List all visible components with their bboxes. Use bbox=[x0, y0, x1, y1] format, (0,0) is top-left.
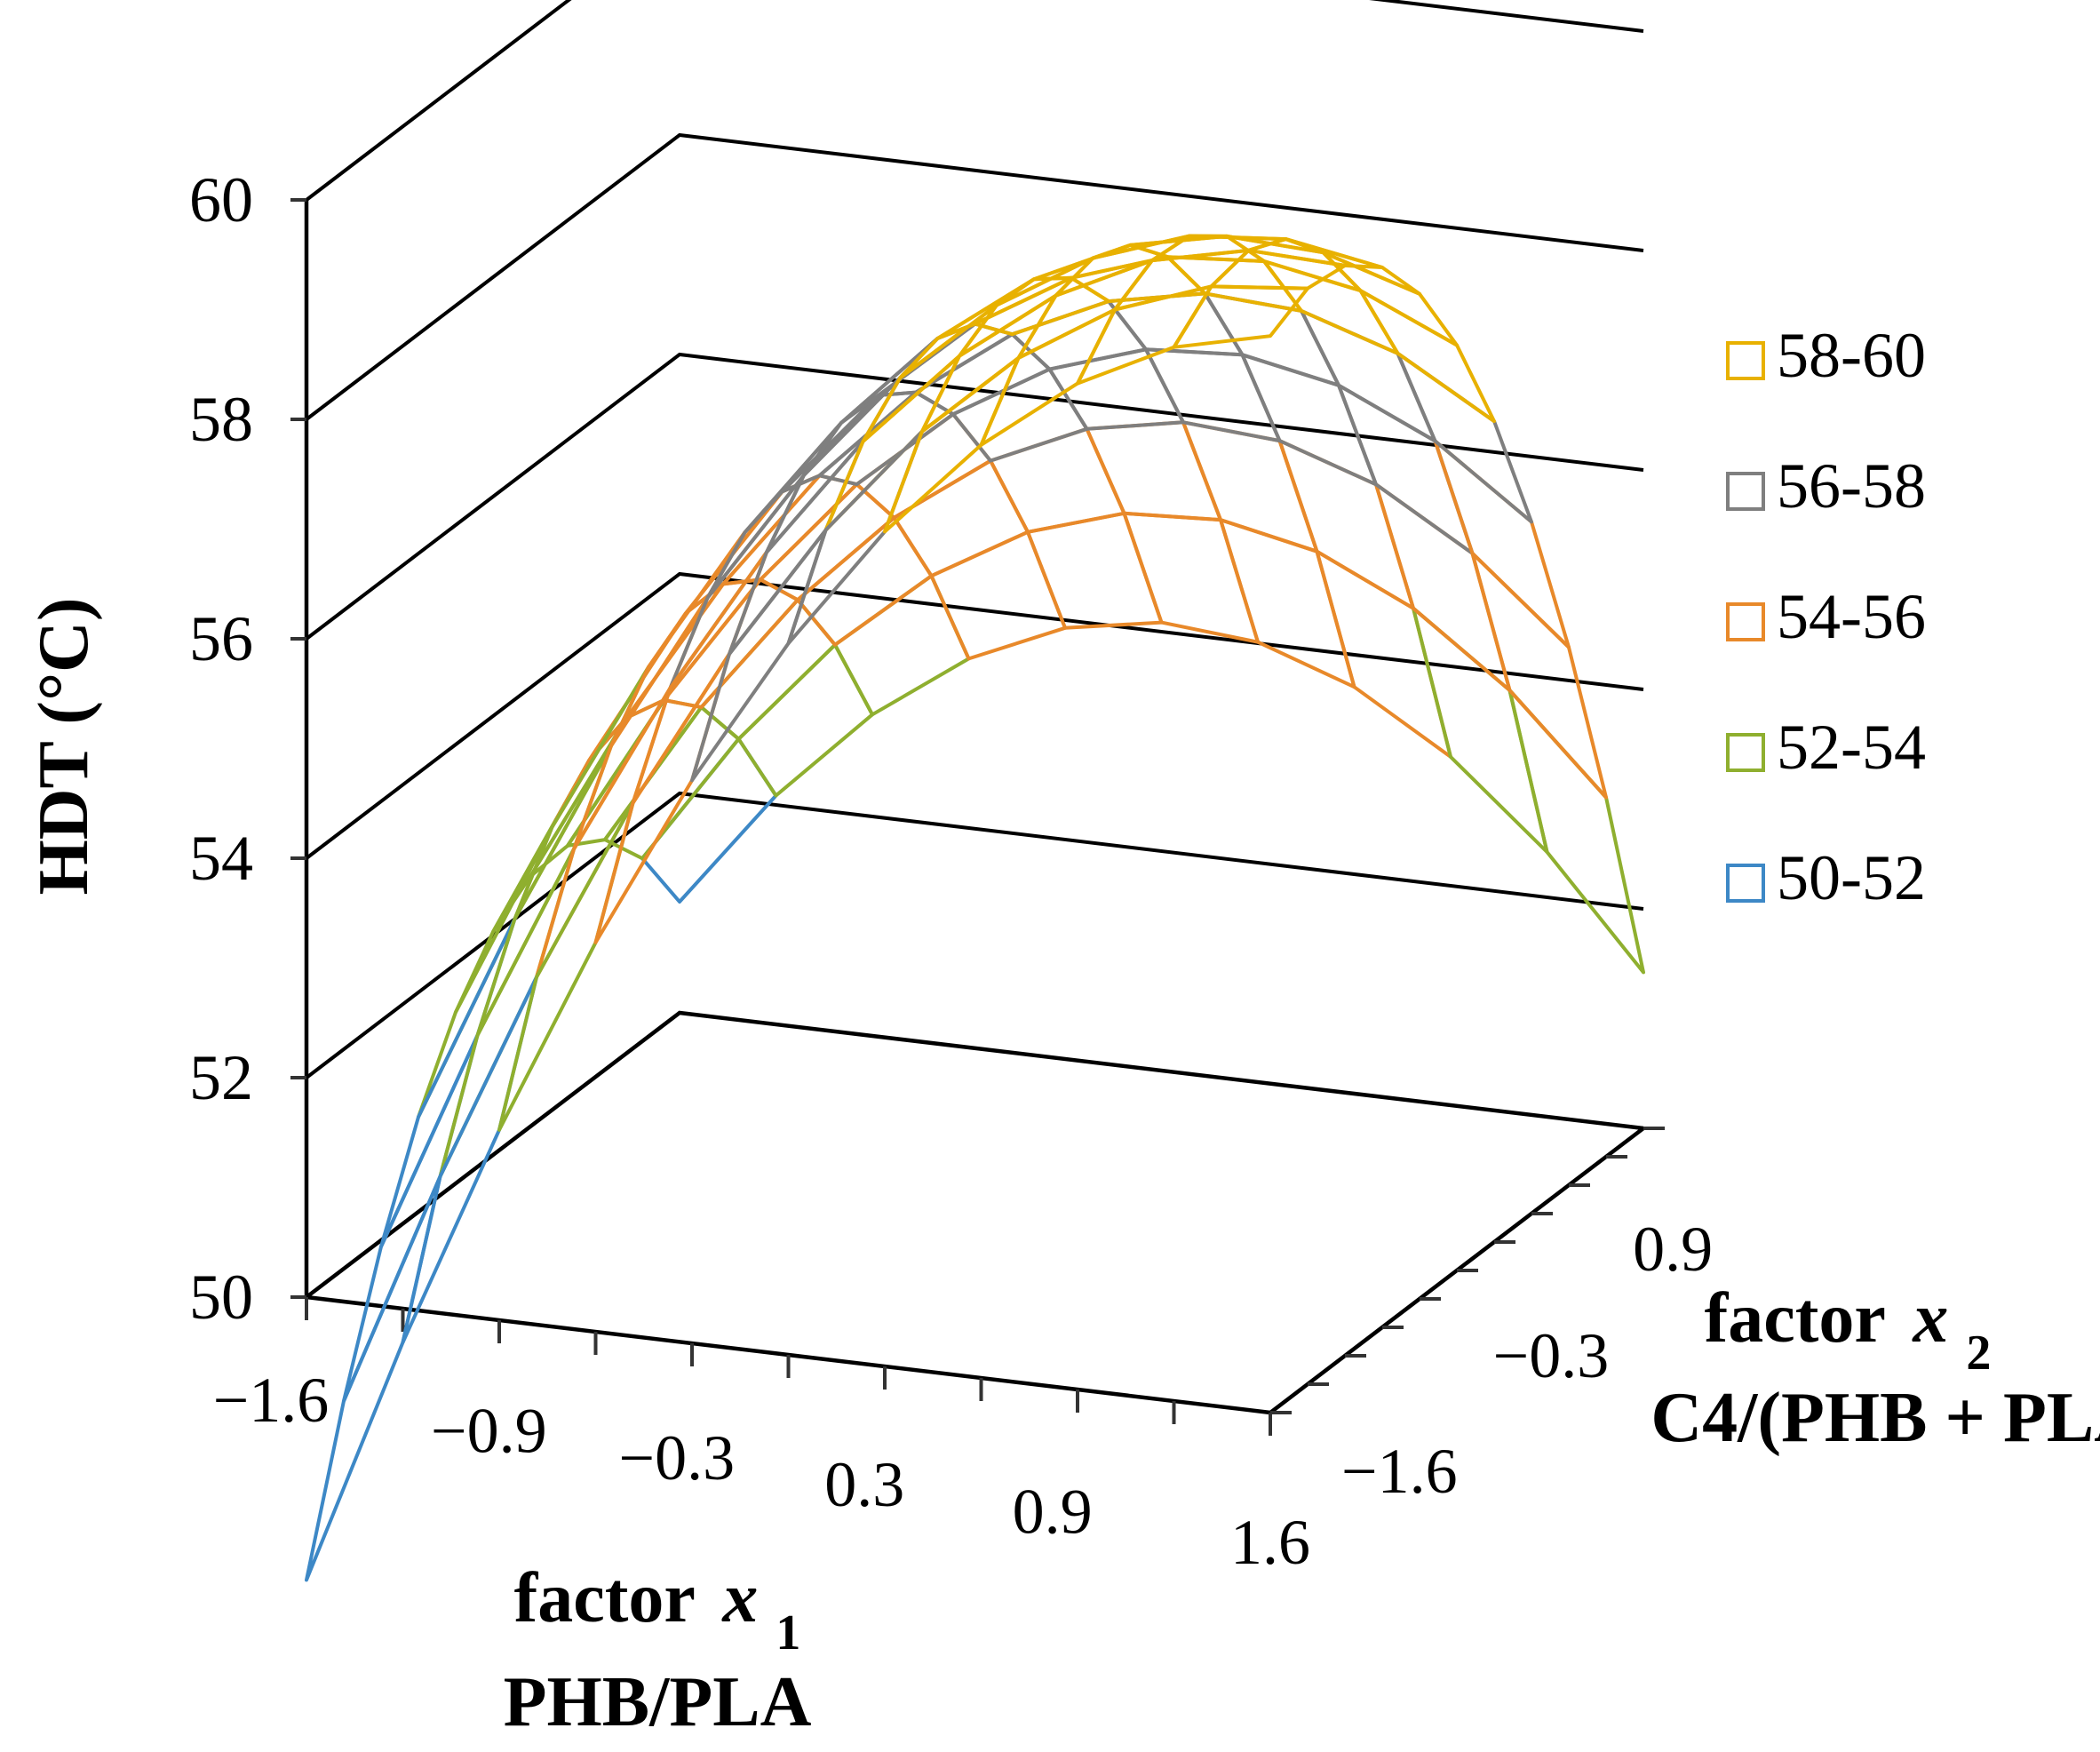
z-gridlines bbox=[305, 0, 1644, 1079]
y-axis-title-sub: 2 bbox=[1966, 1326, 1991, 1381]
surface-cell bbox=[1507, 689, 1645, 975]
y-axis-title-word: factor bbox=[1705, 1279, 1885, 1358]
z-axis-tick-labels: 50 52 54 56 58 60 bbox=[189, 164, 253, 1333]
legend-swatch bbox=[1726, 602, 1765, 641]
legend-label: 56-58 bbox=[1777, 450, 1926, 522]
surface-cell bbox=[989, 426, 1126, 534]
x-tick-label: 1.6 bbox=[1230, 1507, 1310, 1578]
z-gridline-56 bbox=[305, 352, 1644, 641]
x-axis-title-sub: 1 bbox=[776, 1605, 800, 1660]
z-tick-label: 52 bbox=[189, 1042, 253, 1113]
surface-cell bbox=[1300, 308, 1437, 443]
x-axis-title-word: factor bbox=[514, 1559, 695, 1637]
surface-cell bbox=[497, 800, 635, 1132]
surface-cell bbox=[1337, 383, 1475, 555]
surface-cell bbox=[1277, 439, 1415, 610]
y-axis-title-var: x bbox=[1912, 1279, 1948, 1358]
legend-swatch bbox=[1726, 472, 1765, 511]
z-gridline-54 bbox=[305, 571, 1644, 860]
z-tick-label: 56 bbox=[189, 603, 253, 674]
x-tick-label: 0.3 bbox=[824, 1449, 904, 1520]
surface-cell bbox=[438, 847, 576, 1179]
x-axis-subtitle: PHB/PLA bbox=[504, 1663, 812, 1741]
x-tick-label: −0.9 bbox=[431, 1395, 547, 1466]
legend-label: 52-54 bbox=[1777, 712, 1926, 783]
surface-cell bbox=[690, 528, 828, 783]
surface-cell bbox=[883, 355, 1021, 534]
legend-label: 54-56 bbox=[1777, 581, 1926, 652]
legend-swatch bbox=[1726, 341, 1765, 380]
surface-cell bbox=[823, 354, 961, 532]
surface-cell bbox=[1219, 518, 1356, 689]
legend-label: 50-52 bbox=[1777, 842, 1926, 913]
z-tick-label: 58 bbox=[189, 384, 253, 455]
surface-cell bbox=[1076, 284, 1213, 386]
surface-cell bbox=[475, 744, 613, 1038]
surface-cell bbox=[1396, 351, 1533, 524]
x-axis-title-var: x bbox=[721, 1559, 758, 1637]
surface-cell bbox=[958, 256, 1095, 358]
surface-cell bbox=[1026, 511, 1164, 630]
x-axis-tick-labels: −1.6 −0.9 −0.3 0.3 0.9 1.6 bbox=[213, 1365, 1310, 1578]
surface-cell bbox=[929, 530, 1067, 661]
y-axis-tick-labels: −1.6 −0.3 0.9 bbox=[1341, 1214, 1713, 1507]
y-axis-subtitle: C4/(PHB + PLA) bbox=[1651, 1379, 2100, 1457]
z-tick-label: 50 bbox=[189, 1262, 253, 1333]
x-axis-title: factor x 1 bbox=[514, 1559, 801, 1660]
legend-swatch bbox=[1726, 864, 1765, 903]
surface-cell bbox=[401, 975, 538, 1344]
surface-cell bbox=[631, 550, 768, 805]
x-tick-label: −1.6 bbox=[213, 1365, 330, 1436]
floor-front-edges bbox=[306, 1127, 1645, 1415]
x-tick-label: 0.9 bbox=[1013, 1477, 1093, 1548]
z-tick-label: 60 bbox=[189, 164, 253, 235]
y-tick-label: −1.6 bbox=[1341, 1436, 1458, 1507]
surface-cell bbox=[1412, 606, 1549, 854]
y-axis-title: factor x 2 bbox=[1705, 1279, 1992, 1381]
z-tick-label: 54 bbox=[189, 823, 253, 894]
surface-cell bbox=[1433, 439, 1571, 649]
z-gridline-58 bbox=[305, 132, 1644, 421]
y-tick-label: 0.9 bbox=[1633, 1214, 1713, 1285]
floor-back-edges bbox=[305, 1010, 1644, 1299]
z-gridline-52 bbox=[305, 791, 1644, 1079]
surface-cell bbox=[662, 577, 799, 709]
y-tick-label: −0.3 bbox=[1493, 1320, 1610, 1391]
surface-cell bbox=[1358, 289, 1496, 424]
z-axis-title: HDT (°C) bbox=[25, 598, 103, 896]
response-surface bbox=[305, 234, 1645, 1582]
legend: 58-60 56-58 54-56 52-54 50-52 bbox=[1726, 320, 1926, 913]
x-tick-label: −0.3 bbox=[618, 1422, 735, 1493]
surface-cell bbox=[1172, 284, 1309, 349]
chart-axes bbox=[290, 198, 1665, 1436]
legend-label: 58-60 bbox=[1777, 320, 1926, 391]
legend-swatch bbox=[1726, 733, 1765, 772]
z-gridline-60 bbox=[305, 0, 1644, 202]
